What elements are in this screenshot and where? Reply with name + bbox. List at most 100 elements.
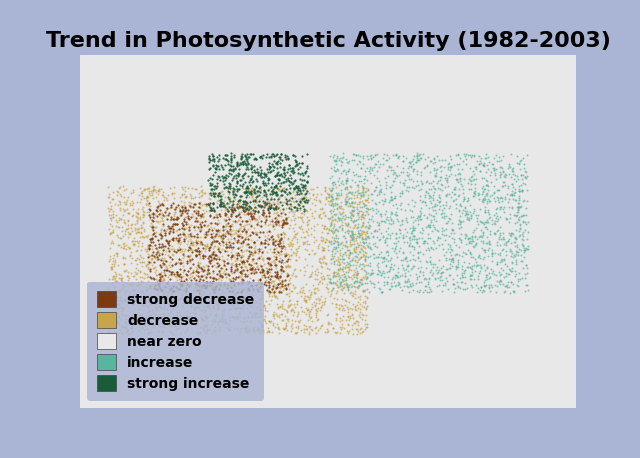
Point (542, 174, 552, 181)
Point (109, 204, 119, 212)
Point (450, 185, 460, 192)
Point (246, 299, 256, 306)
Point (503, 274, 513, 282)
Point (322, 325, 332, 333)
Point (185, 360, 195, 368)
Point (289, 330, 300, 337)
Point (458, 144, 468, 152)
Point (205, 190, 216, 197)
Point (189, 147, 200, 154)
Point (194, 167, 204, 174)
Point (202, 266, 212, 273)
Point (237, 215, 248, 222)
Point (120, 323, 131, 330)
Point (250, 196, 260, 203)
Point (498, 167, 508, 174)
Point (146, 251, 156, 258)
Point (262, 229, 273, 236)
Point (143, 237, 153, 244)
Point (224, 325, 234, 333)
Point (247, 210, 257, 217)
Point (436, 273, 446, 280)
Point (184, 253, 195, 260)
Point (256, 223, 266, 230)
Point (213, 243, 223, 250)
Point (150, 286, 161, 293)
Point (234, 185, 244, 193)
Point (108, 193, 118, 201)
Point (515, 86, 525, 93)
Point (518, 245, 528, 253)
Point (119, 296, 129, 303)
Point (317, 94, 327, 101)
Point (335, 265, 345, 272)
Point (386, 211, 396, 218)
Point (257, 323, 268, 330)
Point (360, 359, 370, 366)
Point (167, 269, 177, 276)
Point (264, 208, 274, 215)
Point (233, 205, 243, 212)
Point (161, 209, 171, 216)
Point (464, 161, 474, 168)
Point (362, 242, 372, 249)
Point (144, 307, 154, 314)
Point (102, 189, 113, 196)
Point (161, 128, 172, 135)
Point (164, 248, 174, 255)
Point (183, 142, 193, 149)
Point (164, 246, 175, 254)
Point (420, 238, 430, 245)
Point (307, 257, 317, 264)
Point (468, 226, 479, 233)
Point (478, 161, 488, 169)
Point (211, 311, 221, 318)
Point (330, 200, 340, 207)
Point (305, 315, 315, 322)
Point (441, 214, 451, 221)
Point (481, 213, 492, 221)
Point (287, 324, 298, 331)
Point (494, 198, 504, 206)
Point (221, 302, 231, 309)
Point (522, 160, 532, 168)
Point (200, 217, 210, 224)
Point (180, 306, 190, 314)
Point (204, 204, 214, 211)
Point (116, 150, 127, 158)
Point (548, 126, 558, 133)
Point (173, 246, 183, 254)
Point (433, 178, 443, 185)
Point (353, 322, 363, 329)
Point (257, 249, 268, 256)
Point (335, 279, 345, 287)
Point (474, 234, 484, 242)
Point (220, 319, 230, 327)
Point (116, 172, 126, 179)
Point (282, 112, 292, 119)
Point (305, 316, 315, 324)
Point (327, 286, 337, 294)
Point (358, 287, 369, 294)
Point (263, 191, 273, 198)
Point (273, 102, 283, 109)
Point (435, 238, 445, 245)
Point (333, 258, 344, 266)
Point (480, 172, 490, 179)
Point (509, 147, 520, 155)
Point (214, 347, 224, 354)
Point (174, 208, 184, 215)
Point (361, 227, 371, 234)
Point (465, 276, 475, 283)
Point (182, 260, 193, 267)
Point (239, 205, 250, 213)
Point (317, 246, 328, 254)
Point (204, 231, 214, 238)
Point (278, 188, 288, 196)
Point (415, 136, 426, 143)
Point (259, 174, 269, 181)
Point (409, 347, 419, 354)
Point (324, 267, 334, 274)
Point (317, 277, 328, 284)
Point (200, 247, 210, 254)
